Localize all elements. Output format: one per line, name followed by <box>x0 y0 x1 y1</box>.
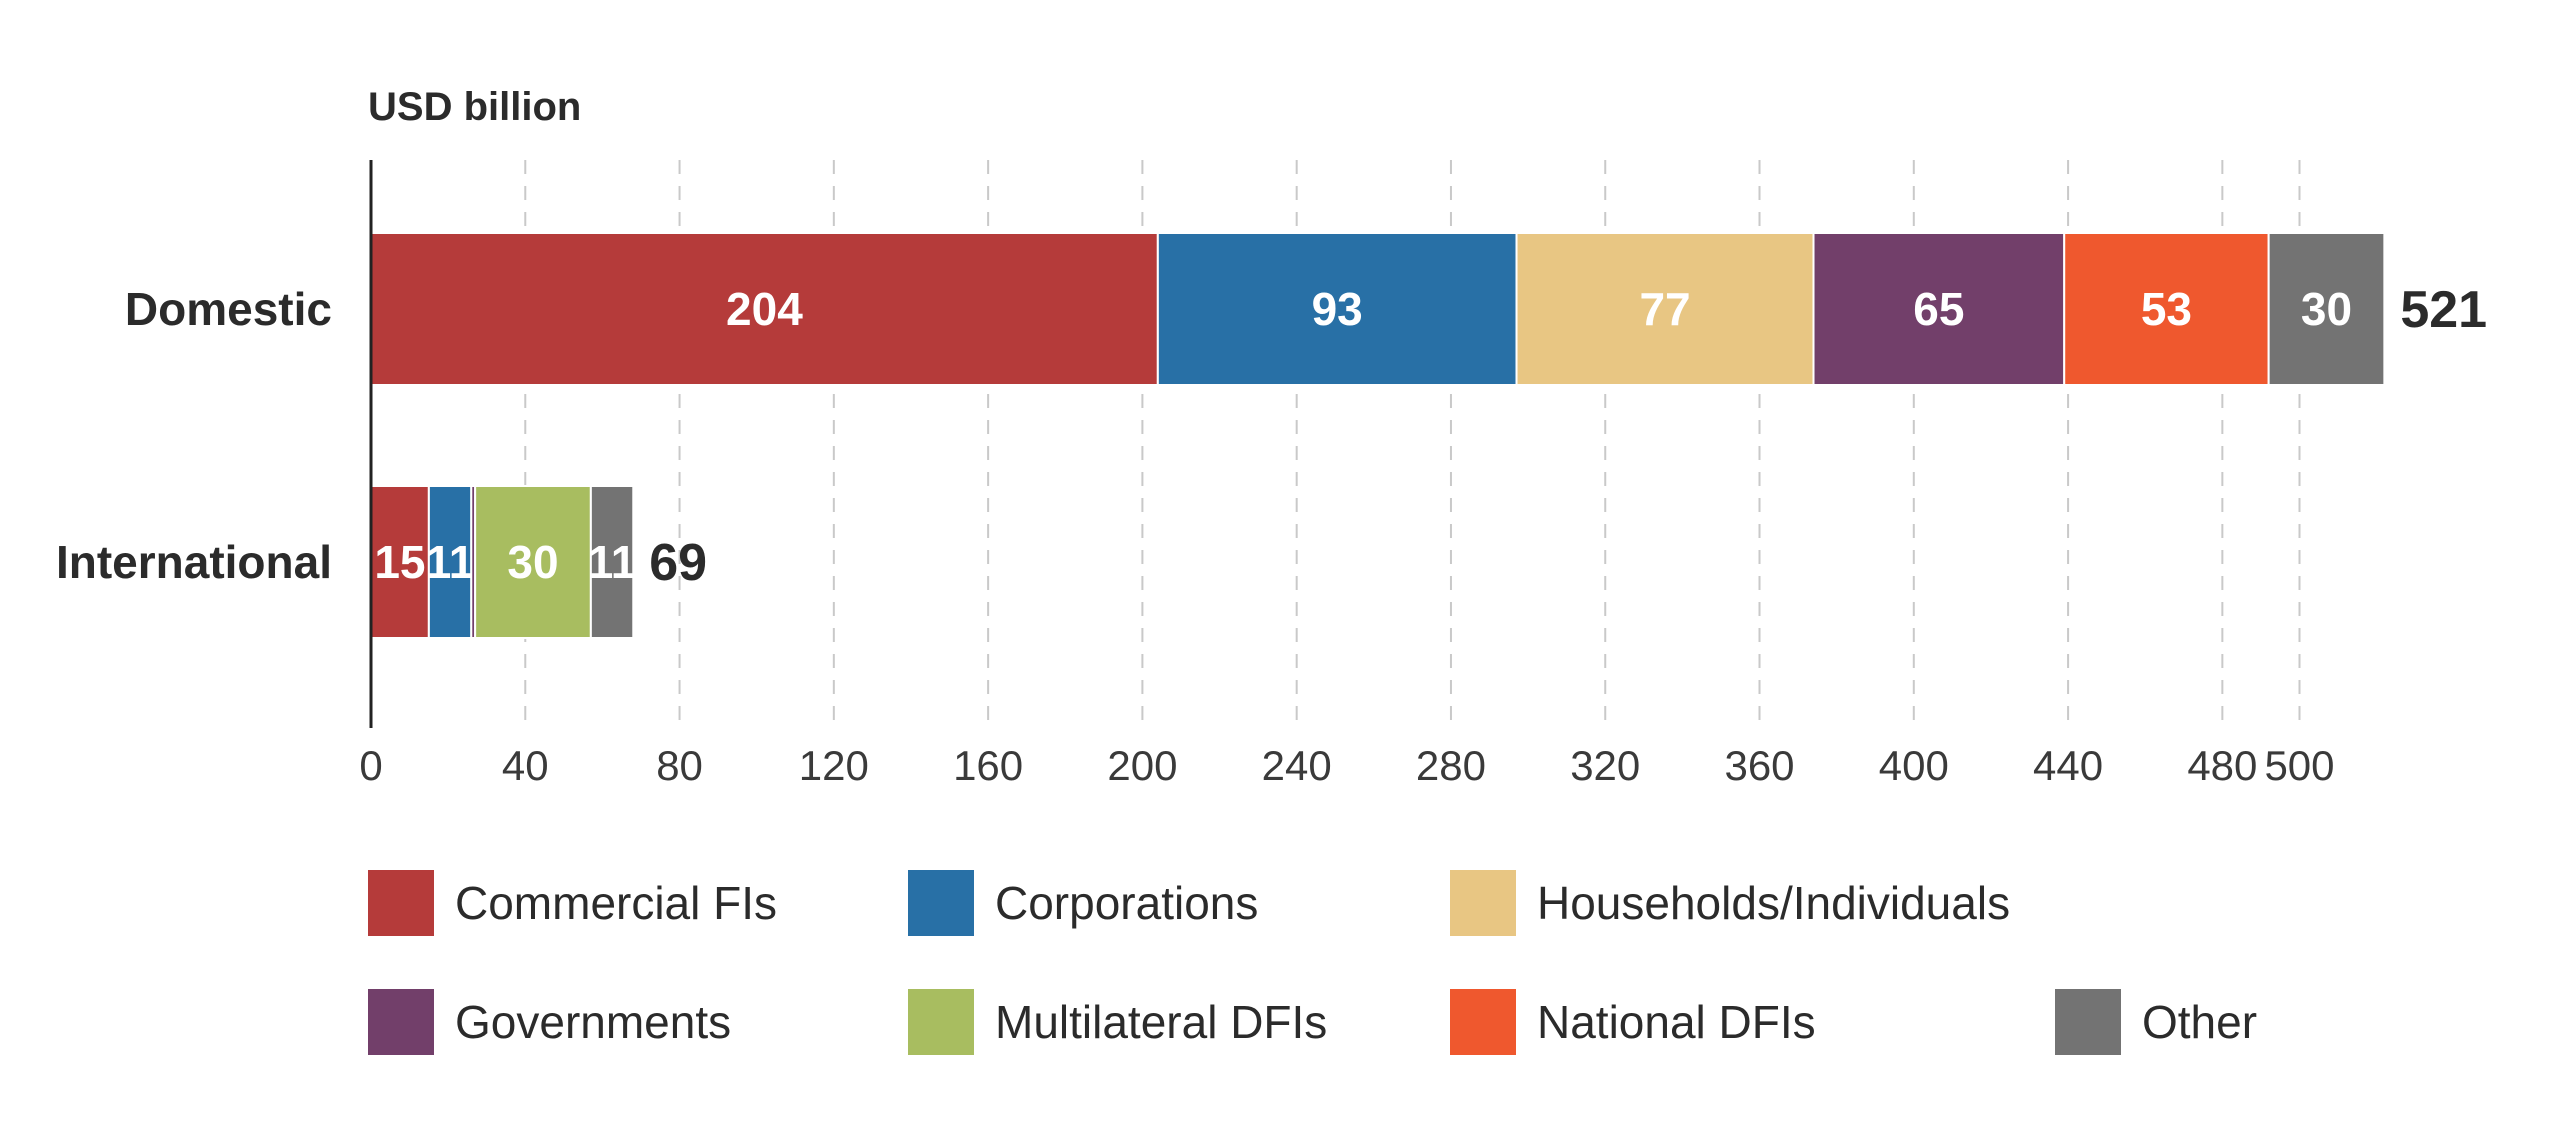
x-tick-label: 280 <box>1416 742 1486 789</box>
legend-label: Other <box>2142 996 2257 1048</box>
bar-segment <box>2267 232 2386 386</box>
bar-segment <box>427 485 473 639</box>
bar-value-label: 53 <box>2141 283 2192 335</box>
x-axis-ticks: 0 40 80 120 160 200 240 280 320 360 400 440 480 500 <box>359 742 2334 789</box>
legend-label: Governments <box>455 996 731 1048</box>
x-tick-label: 320 <box>1570 742 1640 789</box>
x-tick-label: 120 <box>799 742 869 789</box>
legend-label: Corporations <box>995 877 1258 929</box>
legend-swatch <box>1450 989 1516 1055</box>
legend: Commercial FIs Corporations Households/Ind… <box>368 870 2257 1055</box>
x-tick-label: 160 <box>953 742 1023 789</box>
x-tick-label: 440 <box>2033 742 2103 789</box>
bar-segment <box>1515 232 1815 386</box>
x-tick-label: 360 <box>1724 742 1794 789</box>
bar-segment <box>2063 232 2270 386</box>
bar-value-label: 204 <box>726 283 803 335</box>
bar-value-label: 30 <box>507 536 558 588</box>
x-tick-label: 400 <box>1879 742 1949 789</box>
bar-value-label: 11 <box>426 536 475 588</box>
bar-segment <box>370 232 1159 386</box>
legend-swatch <box>1450 870 1516 936</box>
bar-value-label: 65 <box>1913 283 1964 335</box>
legend-label: Commercial FIs <box>455 877 777 929</box>
bar-value-label: 30 <box>2301 283 2352 335</box>
bar-total-label: 69 <box>649 534 707 592</box>
x-tick-label: 240 <box>1262 742 1332 789</box>
x-tick-label: 480 <box>2187 742 2257 789</box>
x-tick-label: 40 <box>502 742 549 789</box>
bar-segment <box>1156 232 1518 386</box>
bar-segment <box>589 485 635 639</box>
x-tick-label: 0 <box>359 742 382 789</box>
legend-label: Households/Individuals <box>1537 877 2010 929</box>
bar-value-label: 77 <box>1639 283 1690 335</box>
legend-swatch <box>2055 989 2121 1055</box>
category-labels: Domestic International <box>56 283 332 588</box>
bar-value-label: 93 <box>1312 283 1363 335</box>
legend-swatch <box>368 989 434 1055</box>
x-tick-label: 80 <box>656 742 703 789</box>
legend-label: National DFIs <box>1537 996 1816 1048</box>
legend-swatch <box>368 870 434 936</box>
x-tick-label: 500 <box>2264 742 2334 789</box>
bar-value-label: 11 <box>588 536 637 588</box>
gridlines <box>524 160 2301 728</box>
legend-swatch <box>908 989 974 1055</box>
bar-total-label: 521 <box>2400 281 2487 339</box>
x-tick-label: 200 <box>1107 742 1177 789</box>
category-label: Domestic <box>125 283 332 335</box>
legend-swatch <box>908 870 974 936</box>
legend-label: Multilateral DFIs <box>995 996 1327 1048</box>
bar-segment <box>1812 232 2066 386</box>
unit-label: USD billion <box>368 85 581 129</box>
bar-segment <box>474 485 592 639</box>
category-label: International <box>56 536 332 588</box>
bar-value-label: 15 <box>374 536 425 588</box>
